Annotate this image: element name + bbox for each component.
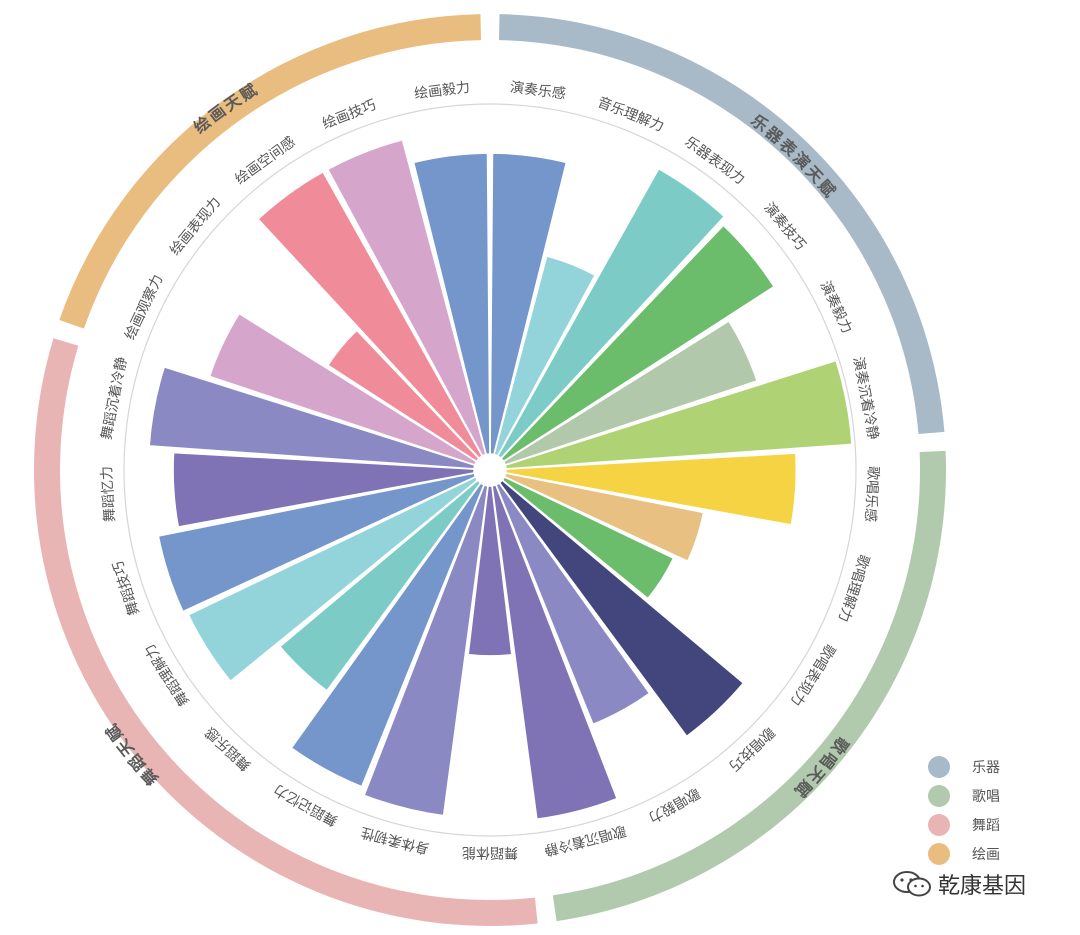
watermark-text: 乾康基因 (938, 874, 1027, 899)
category-label-18: 舞蹈技巧 (110, 559, 143, 617)
category-label-7: 歌唱乐感 (862, 466, 882, 523)
category-label-12: 歌唱沉着冷静 (542, 822, 627, 858)
legend: 乐器 歌唱 舞蹈 绘画 (928, 752, 1038, 868)
category-label-1: 演奏乐感 (509, 79, 567, 103)
legend-label-painting: 绘画 (972, 846, 1000, 863)
category-label-21: 绘画观察力 (121, 272, 166, 343)
wechat-icon (893, 871, 931, 897)
category-label-19: 舞蹈忆力 (99, 466, 118, 523)
category-label-17: 舞蹈理解力 (142, 641, 193, 709)
bar-15[interactable] (290, 482, 485, 788)
group-ring-1 (499, 14, 945, 435)
bar-8[interactable] (503, 472, 705, 562)
bar-19[interactable] (172, 451, 476, 528)
category-label-3: 乐器表现力 (682, 134, 748, 188)
bar-6[interactable] (504, 359, 853, 470)
bar-20[interactable] (148, 366, 476, 470)
bar-10[interactable] (498, 479, 745, 738)
axis-circle (123, 103, 857, 837)
bar-1[interactable] (489, 152, 568, 456)
category-label-11: 歌唱毅力 (646, 784, 703, 826)
category-label-13: 舞蹈体能 (462, 844, 518, 860)
group-ring-4 (59, 14, 481, 329)
legend-dot-instrument (928, 755, 950, 778)
group-ring-2 (552, 450, 947, 922)
category-label-24: 绘画技巧 (320, 97, 378, 132)
legend-label-dance: 舞蹈 (972, 817, 1000, 834)
legend-dot-singing (928, 784, 950, 807)
bar-23[interactable] (257, 171, 483, 460)
bar-5[interactable] (502, 320, 758, 466)
bar-18[interactable] (157, 472, 477, 613)
category-label-2: 音乐理解力 (595, 94, 666, 136)
bar-21[interactable] (208, 312, 478, 466)
category-label-8: 歌唱理解力 (835, 552, 872, 624)
category-label-4: 演奏技巧 (760, 200, 808, 253)
category-label-10: 歌唱技巧 (726, 723, 778, 773)
legend-label-singing: 歌唱 (972, 788, 1000, 805)
category-label-5: 演奏毅力 (816, 278, 855, 336)
bar-14[interactable] (363, 484, 489, 817)
category-label-23: 绘画空间感 (232, 133, 299, 188)
legend-dot-dance (928, 813, 950, 836)
legend-item-painting[interactable]: 绘画 (928, 839, 1038, 868)
category-label-9: 歌唱表现力 (787, 641, 838, 709)
bar-25[interactable] (412, 152, 491, 456)
legend-label-instrument: 乐器 (972, 759, 1000, 776)
bar-7[interactable] (504, 452, 798, 526)
category-label-14: 身体柔韧性 (359, 824, 431, 857)
legend-item-dance[interactable]: 舞蹈 (928, 810, 1038, 839)
category-label-16: 舞蹈乐感 (202, 723, 254, 774)
watermark: 乾康基因 (892, 868, 1026, 900)
bar-16[interactable] (279, 479, 482, 692)
bar-3[interactable] (497, 168, 726, 460)
bar-2[interactable] (493, 255, 596, 457)
legend-item-instrument[interactable]: 乐器 (928, 752, 1038, 781)
bar-24[interactable] (327, 138, 487, 457)
bar-12[interactable] (491, 484, 618, 820)
category-label-25: 绘画毅力 (413, 79, 471, 103)
legend-dot-painting (928, 842, 950, 865)
bar-11[interactable] (495, 482, 651, 726)
category-label-15: 舞蹈记忆力 (271, 781, 340, 829)
legend-item-singing[interactable]: 歌唱 (928, 781, 1038, 810)
bar-17[interactable] (187, 476, 479, 683)
category-label-22: 绘画表现力 (167, 194, 224, 258)
group-ring-3 (33, 338, 538, 927)
bar-4[interactable] (500, 224, 775, 463)
bar-9[interactable] (501, 476, 675, 600)
